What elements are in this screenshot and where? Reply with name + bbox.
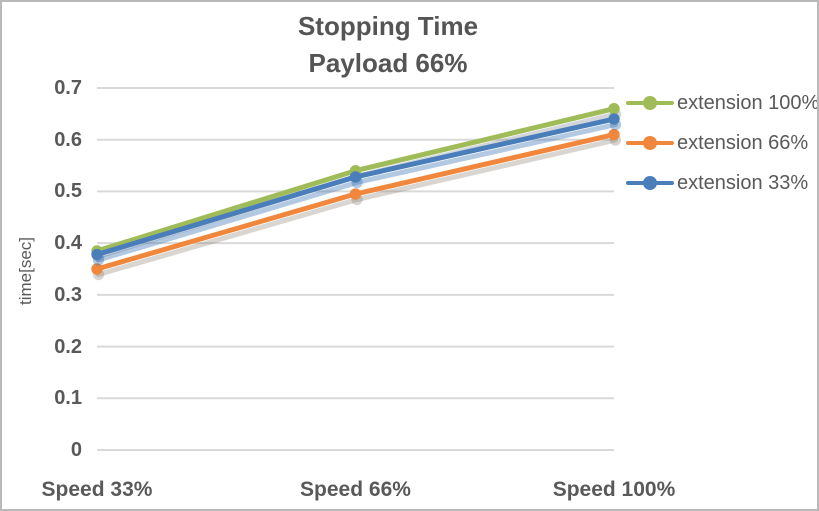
legend-item-extension-66-: extension 66% <box>626 130 808 156</box>
ytick-label-0.5: 0.5 <box>54 180 82 203</box>
ytick-label-0.6: 0.6 <box>54 128 82 151</box>
chart-title-line2: Payload 66% <box>308 48 468 78</box>
legend-marker-icon <box>626 96 674 110</box>
xtick-label-1: Speed 66% <box>300 478 411 501</box>
legend-marker-icon <box>626 136 674 150</box>
legend-label: extension 66% <box>677 132 809 154</box>
xtick-label-0: Speed 33% <box>41 478 153 501</box>
legend-item-extension-33-: extension 33% <box>626 170 808 196</box>
data-point-2-2 <box>608 113 620 125</box>
series-shadow-1 <box>96 137 618 277</box>
legend-label: extension 100% <box>677 92 819 114</box>
data-point-1-2 <box>608 128 620 141</box>
ytick-label-0.1: 0.1 <box>54 387 82 410</box>
legend-item-extension-100-: extension 100% <box>626 90 819 116</box>
ytick-label-0.2: 0.2 <box>54 335 82 358</box>
data-point-2-1 <box>349 171 362 183</box>
xtick-label-2: Speed 100% <box>552 478 676 501</box>
chart-title: Stopping Time Payload 66% <box>2 8 774 82</box>
data-point-0-2 <box>608 102 620 115</box>
ytick-label-0.4: 0.4 <box>54 232 82 255</box>
data-point-1-0 <box>91 263 103 275</box>
data-point-1-1 <box>349 188 362 200</box>
ytick-label-0.3: 0.3 <box>54 283 82 306</box>
legend-marker-icon <box>626 176 674 190</box>
series-shadow-2 <box>96 122 618 263</box>
ytick-label-0: 0 <box>70 439 82 461</box>
chart-title-line1: Stopping Time <box>297 11 479 41</box>
ytick-label-0.7: 0.7 <box>54 77 82 99</box>
data-point-2-0 <box>91 248 103 261</box>
legend-label: extension 33% <box>677 172 809 194</box>
